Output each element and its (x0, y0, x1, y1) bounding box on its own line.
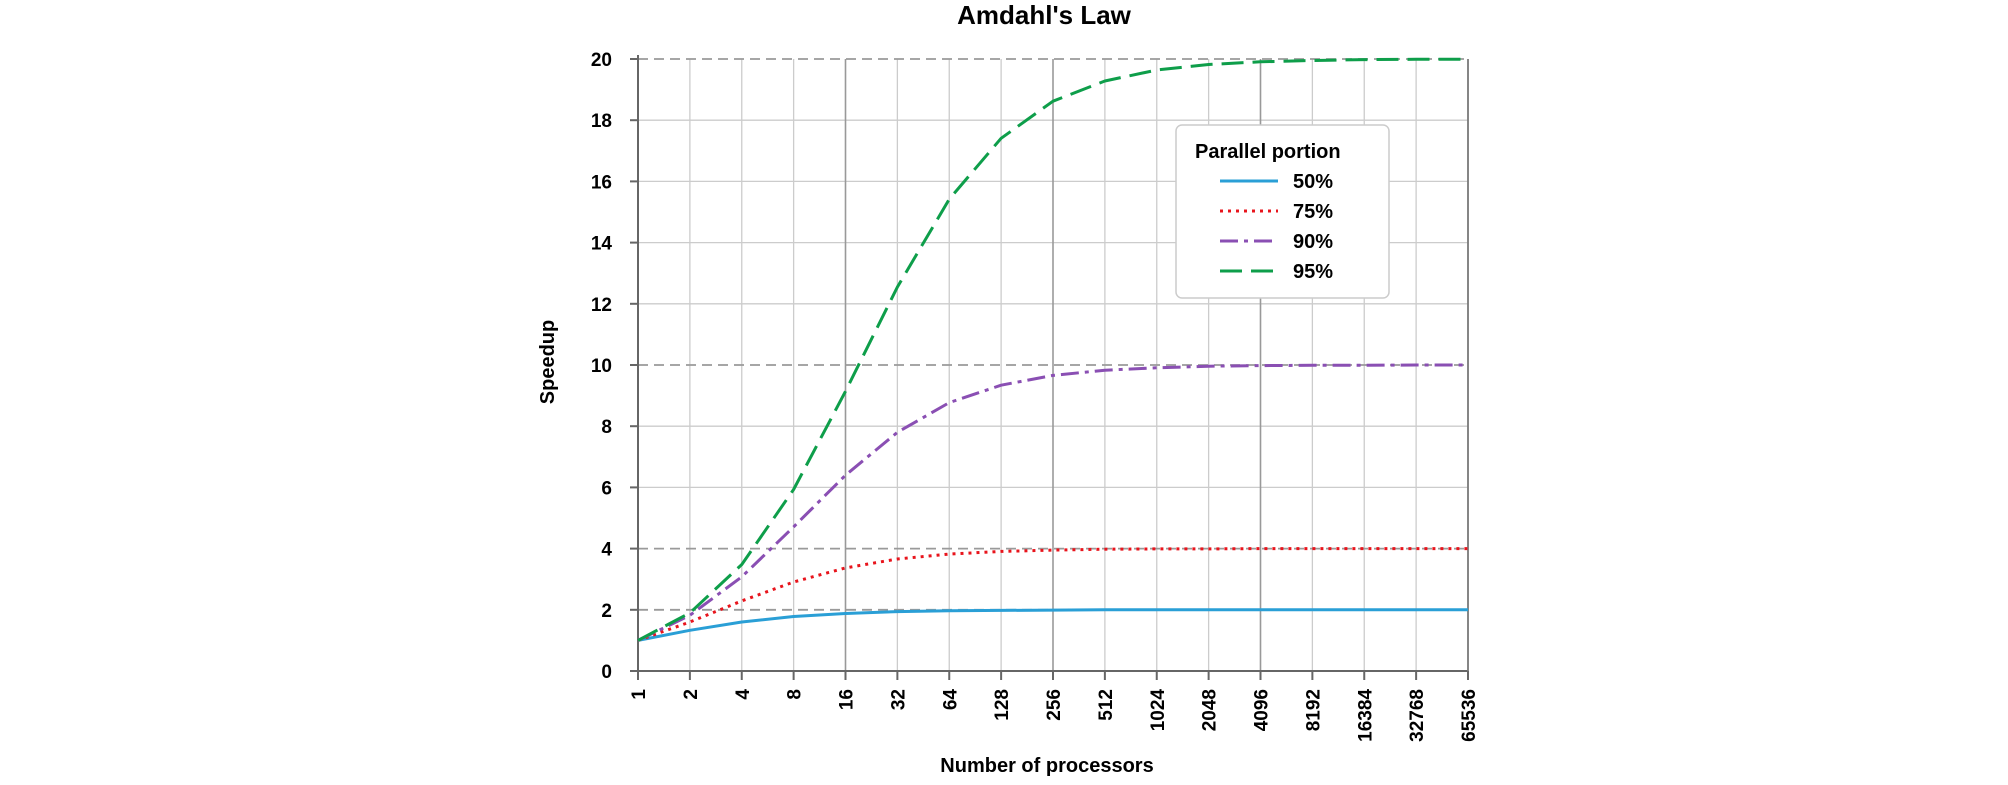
x-tick-label: 8192 (1303, 689, 1324, 731)
series-lines (637, 57, 1468, 642)
legend-title: Parallel portion (1195, 141, 1341, 163)
x-tick-label: 4 (733, 689, 754, 700)
legend-label: 75% (1293, 201, 1333, 223)
y-tick-label: 20 (591, 50, 612, 71)
x-tick-label: 64 (940, 689, 961, 711)
y-tick-label: 18 (591, 111, 612, 132)
x-tick-label: 2048 (1200, 689, 1221, 731)
legend-items: 50% 75% 90% 95% (1220, 171, 1333, 283)
series-line-90pct (637, 363, 1468, 642)
y-tick-label: 12 (591, 295, 612, 316)
y-tick-label: 10 (591, 356, 612, 377)
plot-axes (630, 55, 1469, 672)
legend-label: 90% (1293, 231, 1333, 253)
x-tick-label: 2 (681, 689, 702, 700)
x-tick-label: 4096 (1252, 689, 1273, 731)
y-tick-label: 2 (601, 601, 612, 622)
x-tick-label: 128 (992, 689, 1013, 721)
x-tick-label: 65536 (1459, 689, 1480, 742)
legend-label: 50% (1293, 171, 1333, 193)
legend-box (1175, 124, 1390, 299)
x-axis-label: Number of processors (940, 755, 1153, 777)
x-tick-label: 256 (1044, 689, 1065, 721)
x-tick-label: 1 (629, 689, 650, 700)
y-axis-label: Speedup (537, 320, 559, 404)
x-tick-label: 16384 (1355, 689, 1376, 742)
series-line-95pct (637, 57, 1468, 642)
chart-title: Amdahl's Law (957, 0, 1132, 30)
x-tick-label: 16 (837, 689, 858, 710)
x-tick-label: 32 (888, 689, 909, 710)
y-tick-label: 16 (591, 172, 612, 193)
x-tick-label: 512 (1096, 689, 1117, 721)
y-tick-label: 8 (601, 417, 612, 438)
y-tick-label: 0 (601, 662, 612, 683)
y-tick-label: 4 (601, 540, 612, 561)
x-tick-label: 1024 (1148, 689, 1169, 732)
x-tick-label: 32768 (1407, 689, 1428, 742)
legend-label: 95% (1293, 261, 1333, 283)
legend: Parallel portion 50% 75% 90% 95% (1175, 124, 1390, 299)
series-line-50pct (637, 608, 1468, 642)
y-tick-label: 6 (601, 478, 612, 499)
x-tick-label: 8 (785, 689, 806, 700)
series-line-75pct (637, 547, 1468, 642)
y-axis-ticks: 0 2 4 6 8 10 12 14 16 18 20 (591, 50, 638, 683)
y-tick-label: 14 (591, 234, 613, 255)
x-axis-ticks: 1 2 4 8 16 32 64 128 256 512 1024 2048 4096 8192 16384… (629, 671, 1480, 742)
